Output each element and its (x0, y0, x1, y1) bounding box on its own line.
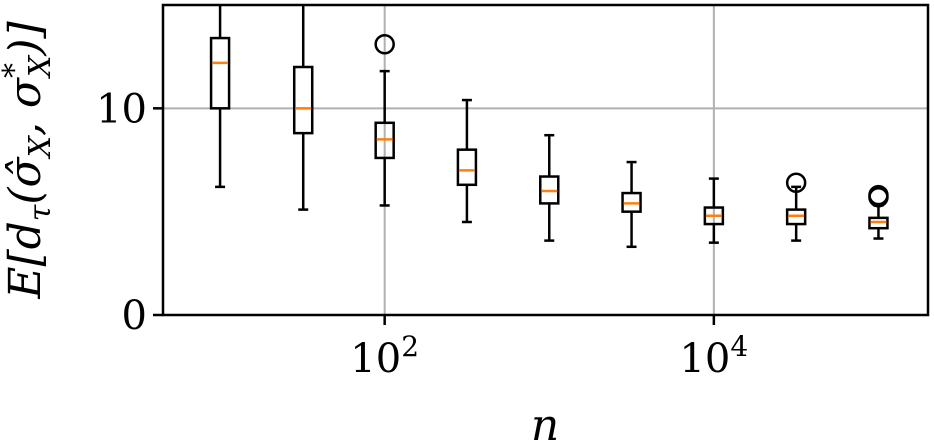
outlier-point (374, 34, 395, 55)
box-body (785, 208, 807, 226)
x-tick-label: 102 (350, 330, 419, 382)
box-10000 (703, 177, 725, 244)
box-10 (209, 5, 231, 189)
box-body (374, 121, 395, 160)
plot-frame (161, 3, 930, 317)
outlier-point (868, 184, 889, 206)
box-316 (456, 98, 478, 224)
x-axis-label: n (531, 400, 559, 446)
box-body (868, 216, 889, 230)
grid-lines (163, 5, 928, 315)
box-1000 (539, 133, 560, 242)
box-100000 (868, 184, 889, 240)
y-axis-label: E[dτ(σ̂X, σ*X)] (0, 21, 58, 300)
y-axis-label-group: E[dτ(σ̂X, σ*X)] (0, 21, 58, 300)
x-tick-label: 104 (679, 330, 748, 382)
y-tick-label: 0 (122, 293, 147, 339)
y-tick-label: 10 (96, 86, 147, 132)
box-32 (292, 5, 314, 211)
box-body (292, 65, 314, 135)
box-3162 (621, 160, 642, 249)
box-body (209, 36, 231, 110)
box-body (539, 175, 560, 205)
box-body (703, 206, 725, 226)
box-body (621, 191, 642, 213)
outlier-point (785, 172, 807, 193)
ticks-layer: 0 10 102 104 (96, 86, 748, 382)
box-body (456, 148, 478, 187)
box-100 (374, 34, 395, 207)
box-31623 (785, 172, 807, 242)
boxes-layer (209, 5, 889, 249)
